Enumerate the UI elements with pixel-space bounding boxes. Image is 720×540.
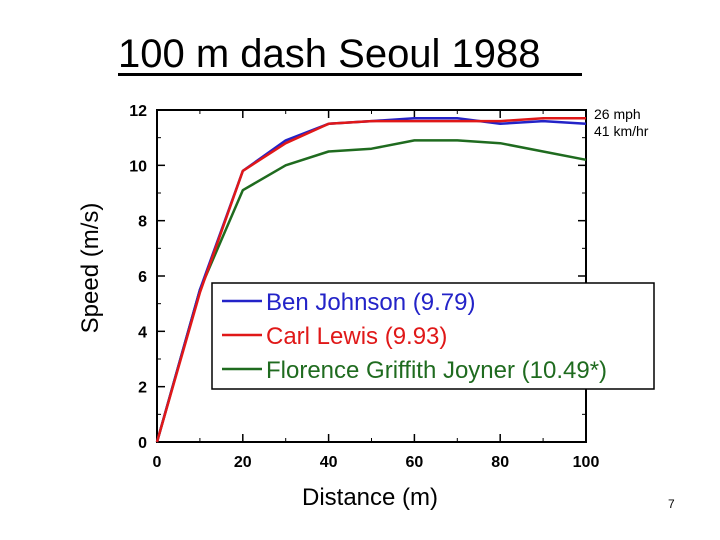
- series-line-ben-johnson: [155, 117, 587, 443]
- y-tick-label: 2: [138, 380, 147, 397]
- y-axis-title: Speed (m/s): [77, 203, 104, 334]
- x-tick-label: 0: [153, 454, 162, 471]
- speed-note-kmh: 41 km/hr: [594, 123, 649, 139]
- page-number: 7: [668, 497, 675, 511]
- y-axis-ticks: 0 2 4 6 8 10 12: [129, 103, 586, 452]
- x-tick-label: 40: [320, 454, 338, 471]
- y-tick-label: 0: [138, 435, 147, 452]
- x-tick-label: 80: [491, 454, 509, 471]
- legend: Ben Johnson (9.79) Carl Lewis (9.93) Flore…: [211, 282, 655, 390]
- speed-note: 26 mph 41 km/hr: [594, 106, 648, 140]
- y-tick-label: 12: [129, 103, 147, 120]
- speed-note-mph: 26 mph: [594, 106, 641, 122]
- y-tick-label: 6: [138, 269, 147, 286]
- title-underline: [118, 73, 582, 76]
- slide-title: 100 m dash Seoul 1988: [118, 32, 541, 76]
- x-axis-title: Distance (m): [302, 484, 438, 511]
- legend-label: Carl Lewis (9.93): [266, 323, 447, 350]
- plot-frame: [156, 109, 587, 443]
- x-axis-ticks: 0 20 40 60 80 100: [153, 110, 600, 471]
- series-line-florence-griffith-joyner: [155, 139, 587, 443]
- legend-box: [211, 282, 655, 390]
- series-line-carl-lewis: [155, 117, 586, 443]
- x-tick-label: 20: [234, 454, 252, 471]
- series-lines: [155, 117, 587, 443]
- x-tick-label: 100: [573, 454, 600, 471]
- x-tick-label: 60: [406, 454, 424, 471]
- y-tick-label: 10: [129, 158, 147, 175]
- legend-label: Florence Griffith Joyner (10.49*): [266, 357, 607, 384]
- y-tick-label: 4: [138, 324, 147, 341]
- y-tick-label: 8: [138, 214, 147, 231]
- legend-label: Ben Johnson (9.79): [266, 289, 475, 316]
